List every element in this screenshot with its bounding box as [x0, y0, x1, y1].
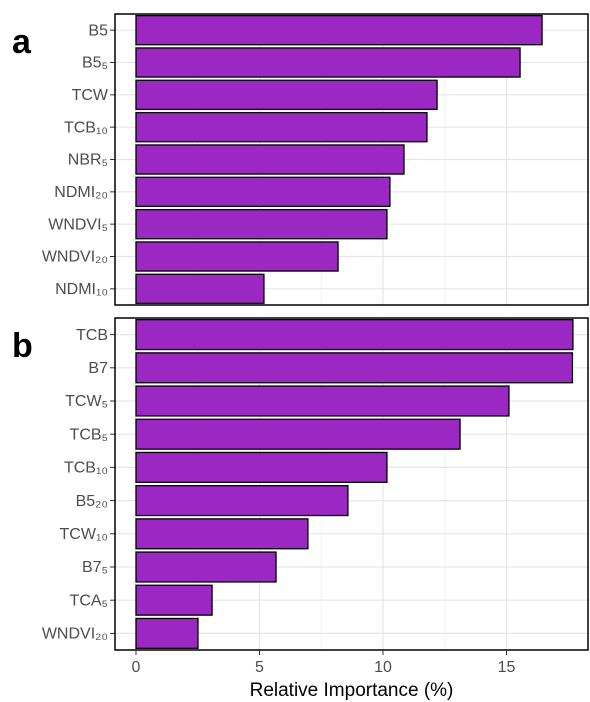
bar: [135, 584, 213, 616]
y-tick-label: B5₅: [82, 55, 108, 72]
bar: [135, 14, 543, 46]
panel-border: [114, 13, 589, 306]
y-tick-label: TCW₅: [65, 393, 108, 410]
y-tick-label: B7₅: [82, 559, 108, 576]
bar: [135, 176, 391, 208]
bar: [135, 518, 309, 550]
bar: [135, 418, 461, 450]
y-tick-label: NDMI₂₀: [54, 184, 108, 201]
bar: [135, 79, 438, 111]
y-tick-label: NBR₅: [68, 152, 108, 169]
panel-label: a: [12, 23, 32, 61]
bar: [135, 385, 510, 417]
y-tick-label: TCB₅: [70, 426, 108, 443]
panel-border: [114, 317, 589, 651]
bar: [135, 551, 277, 583]
bar: [135, 144, 405, 175]
bar: [135, 241, 339, 272]
panel-label: b: [12, 327, 33, 365]
bar: [135, 273, 265, 305]
x-tick-label: 10: [374, 659, 392, 676]
bar: [135, 451, 388, 483]
y-tick-label: B7: [88, 360, 108, 377]
bar: [135, 47, 521, 78]
y-tick-label: NDMI₁₀: [55, 281, 108, 298]
x-tick-label: 5: [255, 659, 264, 676]
y-tick-label: WNDVI₂₀: [42, 626, 108, 643]
bar: [135, 485, 349, 517]
x-tick-label: 15: [498, 659, 516, 676]
y-tick-label: TCA₅: [70, 592, 108, 609]
y-tick-label: TCW: [72, 87, 109, 104]
bar: [135, 319, 574, 351]
bar: [135, 352, 574, 384]
bar: [135, 208, 388, 240]
bar: [135, 617, 199, 649]
y-tick-label: WNDVI₅: [48, 216, 108, 233]
y-tick-label: TCB: [76, 327, 108, 344]
y-tick-label: B5: [88, 22, 108, 39]
y-tick-label: WNDVI₂₀: [42, 249, 108, 266]
y-tick-label: TCB₁₀: [64, 460, 108, 477]
x-tick-label: 0: [132, 659, 141, 676]
y-tick-label: B5₂₀: [76, 493, 108, 510]
y-tick-label: TCB₁₀: [64, 119, 108, 136]
x-axis-label: Relative Importance (%): [250, 680, 454, 701]
bar: [135, 111, 428, 143]
y-tick-label: TCW₁₀: [60, 526, 108, 543]
